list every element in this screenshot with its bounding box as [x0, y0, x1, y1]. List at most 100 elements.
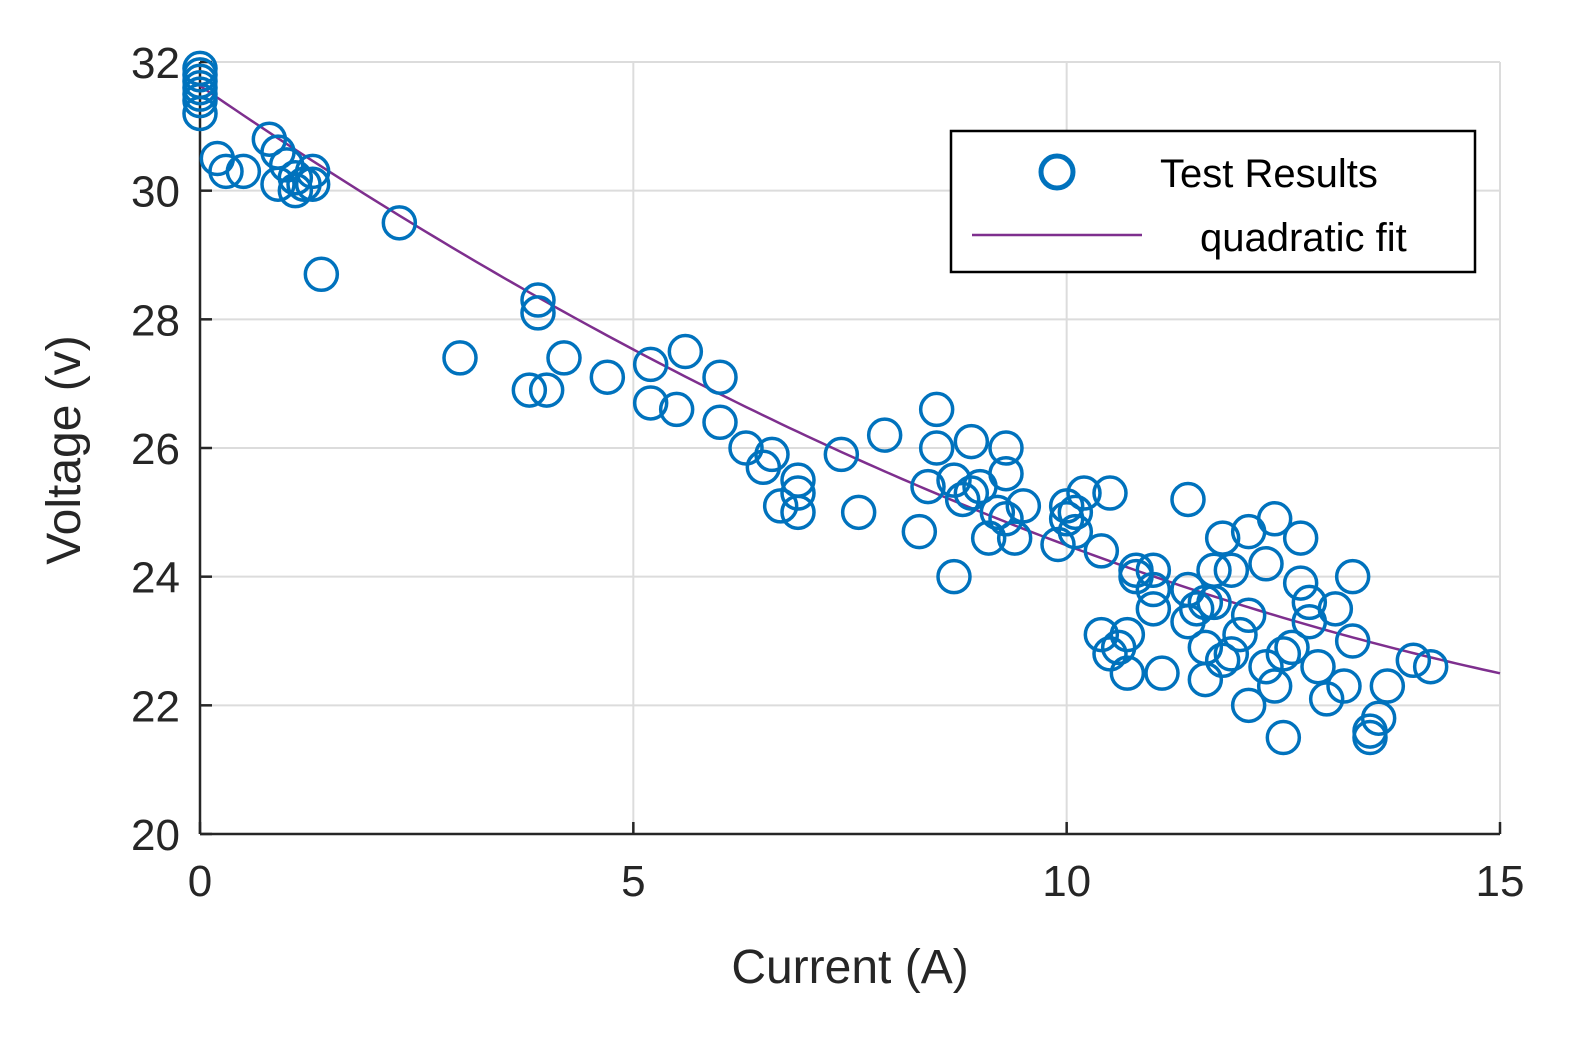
x-tick-label-10: 10: [1042, 857, 1091, 906]
data-point: [1109, 655, 1146, 691]
legend: Test Results quadratic fit: [949, 129, 1477, 274]
data-point: [1395, 642, 1432, 679]
data-point: [511, 372, 548, 408]
data-point: [1135, 571, 1172, 608]
data-point: [918, 430, 955, 466]
data-point: [1282, 565, 1319, 601]
legend-label-test-results: Test Results: [1160, 152, 1378, 196]
data-point: [277, 160, 314, 196]
data-point: [1326, 668, 1362, 704]
x-tick-label-0: 0: [188, 857, 212, 906]
data-point: [225, 153, 262, 190]
data-point: [979, 494, 1016, 531]
x-tick-label-15: 15: [1476, 857, 1525, 906]
y-tick-label-26: 26: [131, 425, 180, 474]
data-point: [988, 430, 1024, 466]
data-point: [632, 346, 669, 383]
data-point: [658, 391, 695, 428]
data-point: [1334, 623, 1371, 659]
y-tick-label-20: 20: [131, 811, 180, 860]
data-point: [988, 455, 1024, 492]
data-point: [754, 436, 790, 473]
data-point: [1066, 475, 1102, 511]
data-point: [953, 423, 990, 460]
data-point: [1291, 584, 1328, 621]
legend-label-quadratic-fit: quadratic fit: [1200, 216, 1407, 260]
data-point: [1412, 648, 1449, 685]
data-point: [1092, 475, 1128, 511]
data-point: [1274, 629, 1310, 666]
data-point: [667, 333, 704, 370]
data-point: [1222, 616, 1258, 653]
data-point: [1360, 700, 1397, 736]
legend-marker-test-results: [1038, 153, 1076, 191]
data-points: [182, 50, 1449, 756]
data-point: [208, 153, 244, 190]
data-point: [1282, 520, 1319, 556]
data-point: [901, 513, 938, 550]
data-point: [702, 404, 738, 441]
y-axis-label: Voltage (v): [38, 335, 91, 564]
data-point: [840, 494, 877, 531]
data-point: [702, 359, 738, 395]
data-point: [632, 385, 669, 421]
data-point: [953, 475, 990, 511]
data-point: [1144, 655, 1180, 691]
data-point: [1317, 591, 1354, 627]
data-point: [528, 372, 565, 408]
data-point: [442, 340, 478, 376]
data-point: [918, 391, 955, 428]
data-point: [1057, 494, 1094, 531]
legend-box: [949, 129, 1477, 274]
data-point: [996, 520, 1033, 556]
data-point: [1204, 520, 1241, 556]
data-point: [546, 340, 582, 376]
data-point: [1187, 584, 1224, 621]
data-point: [1256, 501, 1293, 537]
y-tick-label-30: 30: [131, 168, 180, 217]
data-point: [520, 295, 556, 331]
data-point: [303, 256, 340, 293]
data-point: [780, 475, 816, 511]
data-point: [1178, 591, 1215, 627]
data-point: [1334, 558, 1371, 595]
data-point: [1369, 668, 1406, 704]
data-point: [1204, 642, 1241, 679]
data-point: [260, 166, 296, 202]
x-axis-label: Current (A): [731, 941, 968, 994]
data-point: [1265, 636, 1302, 672]
data-point: [1265, 719, 1302, 756]
y-tick-label-22: 22: [131, 682, 180, 731]
data-point: [910, 468, 946, 505]
data-point: [1057, 513, 1094, 550]
data-point: [1230, 597, 1267, 634]
data-point: [1248, 546, 1284, 582]
data-point: [1352, 719, 1388, 756]
data-point: [182, 95, 218, 132]
y-tick-label-28: 28: [131, 296, 180, 345]
data-point: [823, 436, 860, 473]
axes: [198, 60, 1502, 836]
data-point: [1213, 636, 1250, 672]
data-point: [936, 558, 972, 595]
data-point: [1083, 533, 1120, 569]
data-point: [294, 153, 331, 190]
y-tick-label-24: 24: [131, 554, 180, 603]
data-point: [589, 359, 626, 395]
x-tick-label-5: 5: [621, 857, 645, 906]
data-point: [1135, 591, 1172, 627]
data-point: [1109, 616, 1146, 653]
data-point: [1196, 584, 1232, 621]
data-point: [1213, 552, 1250, 588]
y-tick-label-32: 32: [131, 39, 180, 88]
data-point: [866, 417, 903, 453]
data-point: [1256, 668, 1293, 704]
data-point: [1300, 648, 1336, 685]
data-point: [294, 166, 331, 202]
data-point: [1170, 481, 1206, 518]
tick-labels: 0 5 10 15 20 22 24 26 28 30 32: [131, 39, 1524, 906]
data-point: [520, 282, 556, 318]
data-point: [1135, 552, 1172, 588]
data-point: [780, 494, 816, 531]
